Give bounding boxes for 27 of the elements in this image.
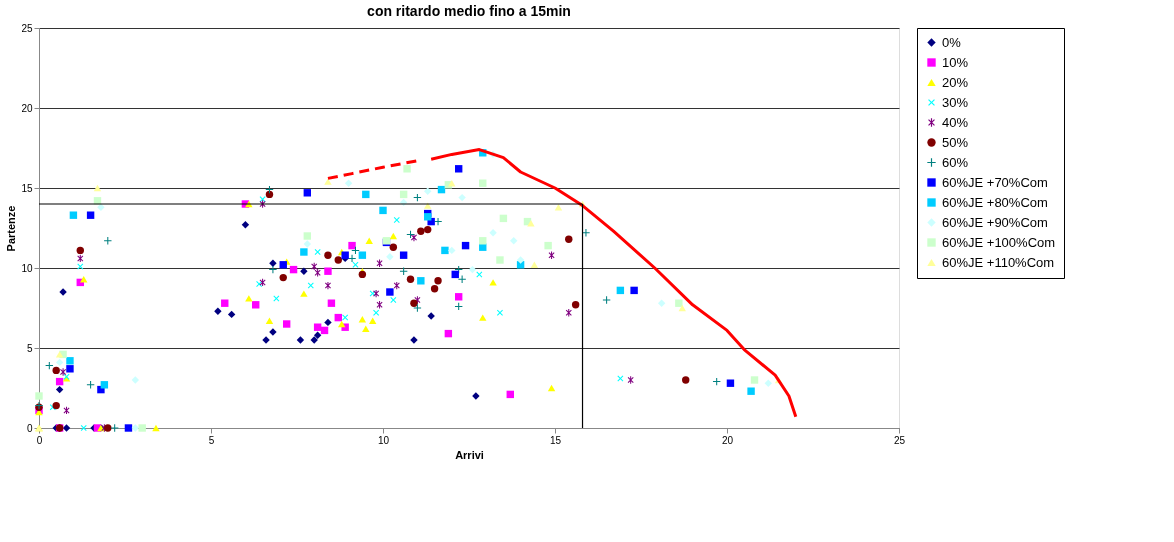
legend-label: 60%JE +110%Com [942, 254, 1055, 270]
y-tick-label: 25 [21, 22, 33, 34]
x-axis-title: Arrivi [455, 448, 484, 461]
x-tick-label: 20 [721, 434, 734, 446]
legend-label: 0% [942, 34, 962, 50]
x-tick-label: 0 [36, 434, 43, 446]
x-tick-label: 10 [377, 434, 390, 446]
legend-label: 60%JE +100%Com [942, 234, 1056, 250]
y-axis-title: Partenze [5, 205, 18, 252]
legend-label: 10% [942, 54, 969, 70]
x-tick-label: 25 [893, 434, 906, 446]
legend-label: 60%JE +80%Com [942, 194, 1048, 210]
legend-label: 50% [942, 134, 969, 150]
x-tick-label: 15 [549, 434, 562, 446]
legend-label: 30% [942, 94, 969, 110]
legend-label: 40% [942, 114, 969, 130]
legend-label: 20% [942, 74, 969, 90]
y-tick-label: 10 [21, 262, 33, 274]
y-tick-label: 5 [26, 342, 33, 354]
legend-label: 60%JE +90%Com [942, 214, 1048, 230]
legend-label: 60%JE +70%Com [942, 174, 1048, 190]
y-tick-label: 0 [26, 422, 33, 434]
y-tick-label: 20 [21, 102, 33, 114]
y-tick-label: 15 [21, 182, 33, 194]
x-tick-label: 5 [208, 434, 215, 446]
legend-label: 60% [942, 154, 969, 170]
chart-title: con ritardo medio fino a 15min [367, 3, 571, 19]
